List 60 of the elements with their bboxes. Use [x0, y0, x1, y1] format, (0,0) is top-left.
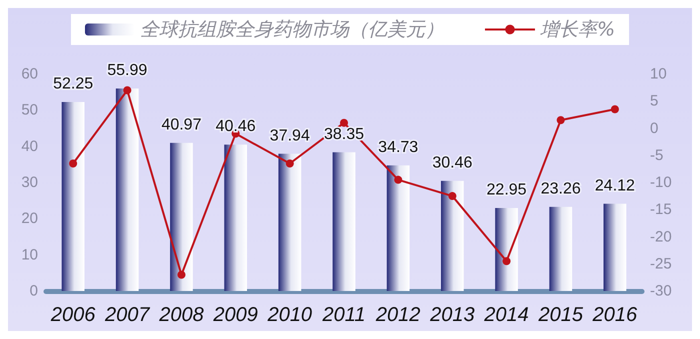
- point: [340, 118, 348, 127]
- bar: [604, 204, 626, 291]
- y-tick-label: 20: [21, 210, 38, 228]
- data-label: 55.99: [107, 62, 148, 80]
- point: [502, 257, 511, 266]
- y2-tick-label: -5: [650, 146, 664, 164]
- x-tick-label: 2013: [429, 304, 475, 326]
- x-tick-label: 2006: [50, 304, 96, 326]
- data-label: 40.97: [161, 116, 202, 134]
- point: [177, 270, 186, 279]
- y-tick-label: 60: [21, 66, 38, 82]
- x-tick-label: 2016: [592, 304, 638, 326]
- bar: [170, 142, 193, 291]
- bar: [495, 208, 518, 291]
- y-tick-label: 10: [21, 246, 38, 264]
- y2-tick-label: 10: [650, 66, 667, 82]
- data-label: 22.95: [486, 181, 527, 198]
- data-label: 34.73: [378, 138, 418, 156]
- bar: [278, 154, 302, 291]
- y2-tick-label: -25: [650, 255, 672, 272]
- data-label: 24.12: [594, 177, 636, 194]
- bar: [549, 206, 572, 291]
- point: [610, 105, 619, 114]
- y2-tick-label: 5: [650, 92, 658, 110]
- y2-tick-label: -30: [650, 282, 672, 300]
- y-tick-label: 40: [21, 138, 38, 155]
- bar: [62, 102, 84, 291]
- y-tick-label: 0: [30, 282, 38, 300]
- x-tick-label: 2015: [537, 304, 584, 326]
- bar: [440, 180, 464, 291]
- data-label: 52.25: [53, 76, 94, 93]
- x-tick-label: 2007: [104, 304, 150, 326]
- legend-label: 全球抗组胺全身药物市场（亿美元）: [140, 18, 444, 40]
- point: [69, 160, 78, 168]
- point: [394, 176, 402, 184]
- y-tick-label: 50: [21, 102, 38, 119]
- data-label: 30.46: [432, 154, 472, 172]
- point: [123, 86, 132, 94]
- bar: [332, 152, 356, 291]
- data-label: 37.94: [270, 127, 310, 144]
- data-label: 40.46: [216, 118, 256, 136]
- x-tick-label: 2012: [374, 304, 420, 326]
- y2-tick-label: -10: [650, 174, 672, 191]
- point: [448, 192, 456, 200]
- x-tick-label: 2009: [212, 304, 258, 326]
- bar: [224, 144, 248, 291]
- data-label: 23.26: [540, 180, 581, 198]
- point: [286, 160, 294, 168]
- x-tick-label: 2011: [321, 304, 366, 326]
- x-tick-label: 2014: [483, 304, 529, 326]
- y2-tick-label: 0: [650, 120, 658, 137]
- y2-tick-label: -20: [650, 228, 672, 246]
- bar: [386, 165, 410, 291]
- y2-tick-label: -15: [650, 201, 672, 218]
- x-tick-label: 2010: [266, 304, 312, 326]
- y-tick-label: 30: [21, 174, 38, 191]
- bar: [116, 88, 139, 291]
- x-tick-label: 2008: [158, 304, 204, 326]
- point: [556, 116, 565, 124]
- legend-label: 增长率%: [540, 18, 616, 40]
